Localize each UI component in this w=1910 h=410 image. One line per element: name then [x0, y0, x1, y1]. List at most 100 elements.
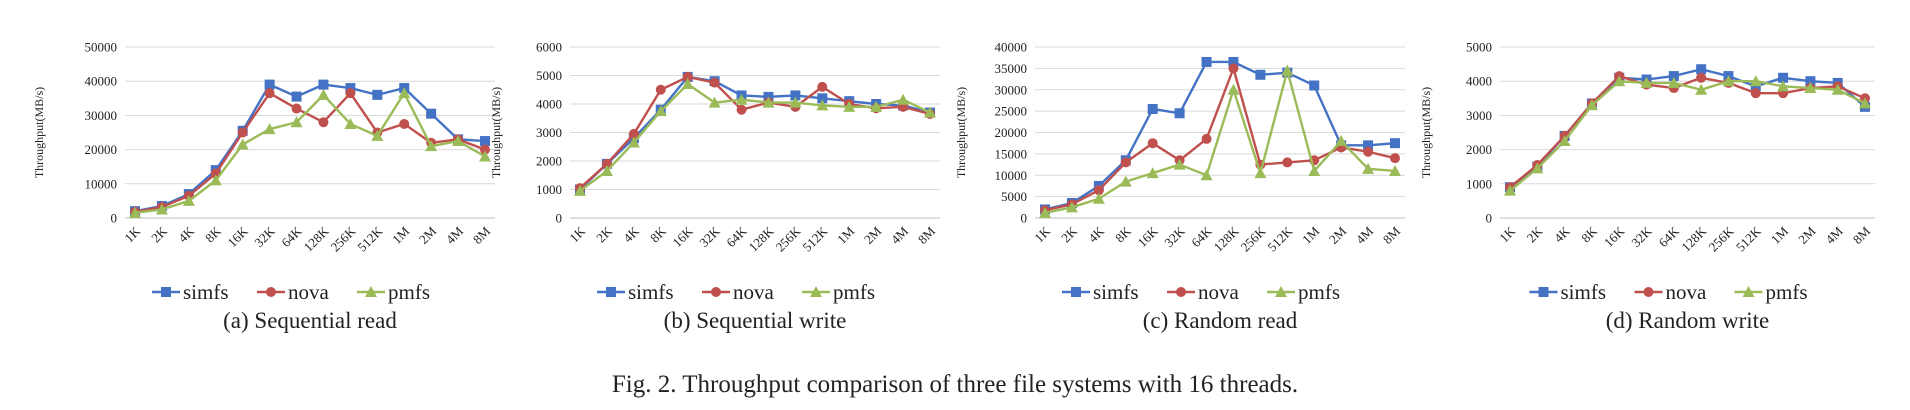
legend-marker-pmfs	[810, 286, 822, 297]
x-tick-label: 4M	[1822, 223, 1846, 247]
data-point-pmfs	[1039, 206, 1051, 218]
data-point-nova	[1120, 157, 1131, 168]
y-tick-label: 1000	[1466, 176, 1492, 191]
x-tick-label: 1M	[834, 223, 858, 247]
legend-marker-nova	[711, 287, 721, 297]
y-tick-label: 20000	[85, 142, 118, 157]
data-point-pmfs	[182, 194, 195, 206]
x-tick-label: 4M	[1353, 223, 1377, 247]
data-point-pmfs	[1640, 76, 1653, 88]
y-tick-label: 3000	[536, 125, 562, 140]
x-tick-label: 16K	[224, 223, 251, 250]
y-tick-label: 35000	[995, 61, 1028, 76]
x-tick-label: 8K	[1578, 223, 1600, 245]
data-point-pmfs	[1804, 82, 1817, 94]
data-point-pmfs	[870, 100, 883, 112]
x-tick-label: 512K	[799, 223, 830, 254]
series-line-pmfs	[1509, 79, 1866, 192]
y-tick-label: 0	[1021, 211, 1028, 226]
y-axis-label: Throughput(MB/s)	[32, 87, 46, 178]
y-tick-label: 2000	[536, 154, 562, 169]
legend-item: pmfs	[1267, 280, 1340, 304]
legend-label: nova	[733, 280, 775, 304]
data-point-pmfs	[1695, 83, 1708, 95]
data-point-simfs	[1805, 76, 1816, 87]
x-tick-label: 4K	[175, 223, 197, 245]
legend-label: pmfs	[388, 280, 430, 304]
y-tick-label: 30000	[85, 108, 118, 123]
data-point-simfs	[1228, 56, 1239, 67]
x-tick-label: 4K	[1551, 223, 1573, 245]
data-point-nova	[318, 117, 329, 128]
data-point-simfs	[1778, 72, 1789, 83]
data-point-nova	[345, 88, 356, 99]
x-tick-label: 8M	[1380, 223, 1404, 247]
data-point-nova	[1201, 133, 1212, 144]
y-tick-label: 5000	[1001, 189, 1027, 204]
x-tick-label: 32K	[1628, 223, 1655, 250]
data-point-nova	[655, 84, 666, 95]
data-point-pmfs	[1831, 83, 1844, 95]
data-point-pmfs	[762, 96, 775, 108]
data-point-pmfs	[1504, 184, 1516, 196]
data-point-nova	[399, 118, 410, 129]
data-point-pmfs	[924, 106, 936, 118]
y-tick-label: 4000	[1466, 74, 1492, 89]
x-tick-label: 4K	[620, 223, 642, 245]
data-point-pmfs	[129, 206, 141, 218]
x-tick-label: 1K	[121, 223, 143, 245]
y-tick-label: 0	[111, 211, 118, 226]
x-tick-label: 32K	[251, 223, 278, 250]
x-tick-label: 8M	[1850, 223, 1874, 247]
data-point-pmfs	[1859, 97, 1871, 109]
data-point-nova	[817, 81, 828, 92]
legend-label: pmfs	[1298, 280, 1340, 304]
series-line-pmfs	[134, 91, 486, 215]
y-tick-label: 5000	[1466, 40, 1492, 55]
y-axis-label: Throughput(MB/s)	[954, 87, 968, 178]
data-point-pmfs	[600, 164, 613, 176]
x-tick-label: 8K	[1112, 223, 1134, 245]
x-tick-label: 64K	[1188, 223, 1215, 250]
x-tick-label: 8M	[915, 223, 939, 247]
data-point-pmfs	[263, 123, 276, 135]
x-tick-label: 8K	[647, 223, 669, 245]
data-point-pmfs	[209, 174, 222, 186]
x-tick-label: 16K	[1601, 223, 1628, 250]
data-point-pmfs	[1531, 162, 1544, 174]
data-point-pmfs	[1146, 167, 1159, 179]
x-tick-label: 32K	[696, 223, 723, 250]
data-point-nova	[1147, 138, 1158, 149]
data-point-simfs	[1363, 140, 1374, 151]
x-tick-label: 4M	[888, 223, 912, 247]
x-tick-label: 256K	[327, 223, 358, 254]
x-tick-label: 16K	[669, 223, 696, 250]
data-point-nova	[1282, 157, 1293, 168]
data-point-nova	[601, 158, 612, 169]
y-tick-label: 20000	[995, 125, 1028, 140]
x-tick-label: 64K	[1656, 223, 1683, 250]
data-point-simfs	[345, 83, 356, 94]
data-point-simfs	[426, 108, 437, 119]
data-point-pmfs	[1281, 64, 1294, 76]
data-point-pmfs	[1065, 201, 1078, 213]
x-tick-label: 8M	[470, 223, 494, 247]
data-point-nova	[480, 144, 490, 155]
legend-item: nova	[1167, 280, 1240, 304]
data-point-pmfs	[1613, 75, 1626, 87]
data-point-simfs	[1696, 64, 1707, 75]
data-point-nova	[1390, 153, 1400, 164]
data-point-pmfs	[1585, 99, 1598, 111]
data-point-pmfs	[290, 116, 303, 128]
y-tick-label: 25000	[995, 104, 1028, 119]
y-tick-label: 30000	[995, 82, 1028, 97]
chart-panel: 0 5000 10000 15000 20000 25000 30000 35000 40000…	[954, 40, 1405, 333]
data-point-nova	[291, 103, 302, 114]
legend-item: simfs	[152, 280, 229, 304]
x-tick-label: 1K	[566, 223, 588, 245]
data-point-pmfs	[236, 138, 249, 150]
x-tick-label: 64K	[278, 223, 305, 250]
data-point-pmfs	[1335, 135, 1348, 147]
data-point-simfs	[817, 93, 828, 104]
